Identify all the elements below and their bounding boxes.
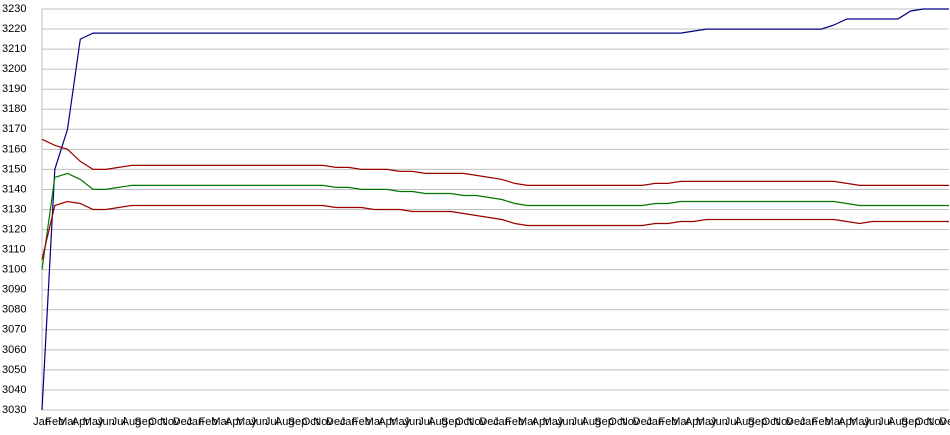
x-tick-label: Jul: [725, 416, 739, 428]
x-tick-label: Aug: [582, 416, 602, 428]
x-tick-label: Nov: [773, 416, 793, 428]
x-tick-label: May: [389, 416, 410, 428]
x-tick-label: Jan: [800, 416, 818, 428]
x-tick-label: Feb: [45, 416, 64, 428]
x-tick-label: May: [236, 416, 257, 428]
x-tick-label: Feb: [352, 416, 371, 428]
data-line: [41, 172, 949, 270]
x-tick-label: Jul: [878, 416, 892, 428]
y-tick-label: 3220: [2, 23, 26, 35]
y-tick-label: 3150: [2, 163, 26, 175]
x-tick-label: Mar: [671, 416, 690, 428]
y-tick-label: 3050: [2, 364, 26, 376]
x-tick-label: Jul: [572, 416, 586, 428]
x-tick-label: Aug: [122, 416, 142, 428]
x-tick-label: Nov: [160, 416, 180, 428]
x-tick-label: Dec: [633, 416, 653, 428]
x-tick-label: Mar: [518, 416, 537, 428]
x-tick-label: Sep: [134, 416, 154, 428]
x-tick-label: Feb: [505, 416, 524, 428]
y-tick-label: 3060: [2, 344, 26, 356]
x-tick-label: May: [83, 416, 104, 428]
x-tick-label: Apr: [685, 416, 702, 428]
x-tick-label: Apr: [838, 416, 855, 428]
x-tick-label: Sep: [748, 416, 768, 428]
x-tick-label: Nov: [620, 416, 640, 428]
y-tick-label: 3160: [2, 143, 26, 155]
x-tick-label: Dec: [326, 416, 346, 428]
x-tick-label: Dec: [786, 416, 806, 428]
x-tick-label: Apr: [225, 416, 242, 428]
y-tick-label: 3190: [2, 83, 26, 95]
y-tick-label: 3180: [2, 103, 26, 115]
x-tick-label: Oct: [915, 416, 932, 428]
x-tick-label: Oct: [148, 416, 165, 428]
y-tick-label: 3110: [2, 244, 26, 256]
x-tick-label: Sep: [594, 416, 614, 428]
x-tick-label: Jun: [250, 416, 268, 428]
x-tick-label: Apr: [378, 416, 395, 428]
x-tick-label: Jan: [186, 416, 204, 428]
x-tick-label: Jan: [340, 416, 358, 428]
x-tick-label: Jun: [863, 416, 881, 428]
y-tick-label: 3070: [2, 324, 26, 336]
x-tick-label: Dec: [939, 416, 950, 428]
x-tick-label: May: [543, 416, 564, 428]
x-tick-label: Aug: [275, 416, 295, 428]
x-tick-label: Apr: [532, 416, 549, 428]
y-tick-label: 3100: [2, 264, 26, 276]
x-tick-label: Oct: [302, 416, 319, 428]
x-tick-label: Feb: [199, 416, 218, 428]
x-tick-label: Dec: [173, 416, 193, 428]
x-tick-label: Jun: [557, 416, 575, 428]
x-tick-label: Jul: [265, 416, 279, 428]
x-tick-label: Aug: [735, 416, 755, 428]
x-tick-label: Oct: [762, 416, 779, 428]
x-tick-label: Nov: [467, 416, 487, 428]
x-tick-label: Dec: [479, 416, 499, 428]
x-tick-label: Jul: [112, 416, 126, 428]
x-tick-label: Jan: [33, 416, 51, 428]
x-tick-label: Feb: [658, 416, 677, 428]
y-tick-label: 3140: [2, 183, 26, 195]
x-tick-label: Nov: [926, 416, 946, 428]
x-tick-label: Feb: [812, 416, 831, 428]
x-tick-label: May: [696, 416, 717, 428]
y-tick-label: 3120: [2, 223, 26, 235]
y-tick-label: 3080: [2, 304, 26, 316]
x-tick-label: Aug: [888, 416, 908, 428]
x-tick-label: Oct: [455, 416, 472, 428]
y-tick-label: 3040: [2, 384, 26, 396]
x-tick-label: Jun: [404, 416, 422, 428]
y-tick-label: 3030: [2, 404, 26, 416]
data-line: [41, 8, 949, 411]
x-tick-label: Jun: [97, 416, 115, 428]
x-tick-label: Apr: [72, 416, 89, 428]
x-tick-label: Jul: [418, 416, 432, 428]
data-line: [41, 138, 949, 186]
x-tick-label: Mar: [825, 416, 844, 428]
y-tick-label: 3200: [2, 63, 26, 75]
data-line: [41, 200, 949, 260]
x-tick-label: Mar: [58, 416, 77, 428]
x-tick-label: Sep: [288, 416, 308, 428]
x-tick-label: Oct: [608, 416, 625, 428]
x-tick-label: Jan: [493, 416, 511, 428]
x-tick-label: Mar: [211, 416, 230, 428]
x-tick-label: Sep: [441, 416, 461, 428]
y-tick-label: 3130: [2, 203, 26, 215]
y-tick-label: 3170: [2, 123, 26, 135]
y-tick-label: 3230: [2, 3, 26, 15]
x-tick-label: Nov: [313, 416, 333, 428]
x-tick-label: May: [849, 416, 870, 428]
x-tick-label: Sep: [901, 416, 921, 428]
x-tick-label: Jun: [710, 416, 728, 428]
x-tick-label: Aug: [428, 416, 448, 428]
x-tick-label: Jan: [646, 416, 664, 428]
x-tick-label: Mar: [365, 416, 384, 428]
y-tick-label: 3210: [2, 43, 26, 55]
y-tick-label: 3090: [2, 284, 26, 296]
